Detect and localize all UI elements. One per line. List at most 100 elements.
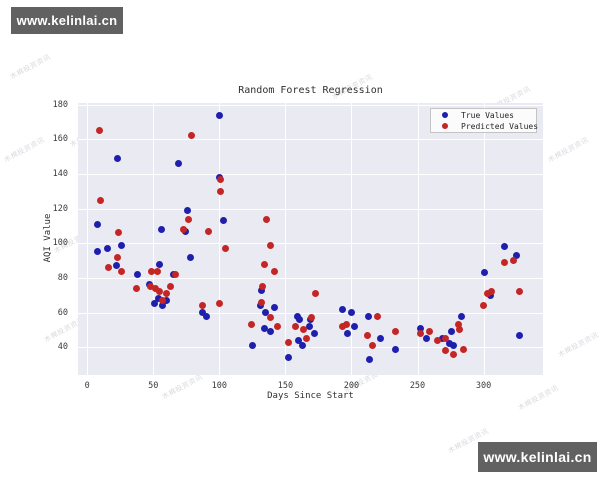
scatter-point-true-values	[103, 245, 111, 253]
scatter-point-true-values	[295, 336, 303, 344]
scatter-point-true-values	[343, 329, 351, 337]
scatter-point-predicted-values	[205, 227, 213, 235]
scatter-point-predicted-values	[148, 267, 156, 275]
scatter-point-predicted-values	[515, 288, 523, 296]
scatter-point-predicted-values	[342, 321, 350, 329]
scatter-point-true-values	[155, 295, 163, 303]
scatter-point-predicted-values	[391, 328, 399, 336]
scatter-point-predicted-values	[374, 312, 382, 320]
gridline-horizontal	[78, 104, 543, 106]
diagonal-watermark-text: 木棉投资资讯	[556, 330, 600, 360]
legend-marker-predicted-values	[442, 123, 448, 129]
scatter-point-true-values	[133, 271, 141, 279]
scatter-point-true-values	[310, 329, 318, 337]
scatter-point-predicted-values	[369, 342, 377, 350]
x-tick-label: 50	[148, 381, 159, 391]
legend-label-predicted-values: Predicted Values	[461, 121, 539, 131]
x-tick-label: 150	[277, 381, 294, 391]
scatter-point-predicted-values	[300, 326, 308, 334]
scatter-point-true-values	[391, 345, 399, 353]
scatter-point-predicted-values	[258, 298, 266, 306]
scatter-point-predicted-values	[338, 322, 346, 330]
gridline-horizontal	[78, 347, 543, 349]
y-tick-label: 60	[57, 307, 68, 318]
scatter-point-predicted-values	[484, 290, 492, 298]
scatter-point-predicted-values	[271, 267, 279, 275]
scatter-point-true-values	[159, 302, 167, 310]
scatter-point-true-values	[151, 300, 159, 308]
scatter-point-true-values	[118, 241, 126, 249]
scatter-point-predicted-values	[510, 257, 518, 265]
scatter-point-predicted-values	[259, 283, 267, 291]
scatter-point-true-values	[347, 309, 355, 317]
scatter-point-predicted-values	[163, 290, 170, 298]
legend-label-true-values: True Values	[461, 110, 514, 120]
scatter-point-predicted-values	[152, 284, 160, 292]
scatter-point-true-values	[299, 342, 307, 350]
scatter-point-predicted-values	[487, 288, 495, 296]
gridline-horizontal	[78, 208, 543, 210]
scatter-point-predicted-values	[303, 335, 311, 343]
scatter-point-true-values	[174, 160, 182, 168]
scatter-point-predicted-values	[166, 283, 174, 291]
scatter-point-predicted-values	[308, 314, 316, 322]
legend-entry-predicted-values: Predicted Values	[435, 121, 538, 131]
scatter-point-predicted-values	[260, 260, 268, 268]
scatter-point-predicted-values	[284, 338, 292, 346]
scatter-point-predicted-values	[147, 283, 155, 291]
gridline-horizontal	[78, 243, 543, 245]
x-axis-label: Days Since Start	[267, 391, 354, 401]
scatter-point-predicted-values	[198, 302, 206, 310]
scatter-point-predicted-values	[441, 347, 449, 355]
gridline-vertical	[417, 103, 419, 375]
site-watermark-badge-top-left: www.kelinlai.cn	[11, 7, 123, 34]
scatter-point-true-values	[296, 316, 304, 324]
scatter-point-true-values	[423, 335, 431, 343]
scatter-point-true-values	[416, 324, 424, 332]
scatter-point-predicted-values	[501, 258, 509, 266]
scatter-point-true-values	[262, 309, 270, 317]
scatter-point-predicted-values	[132, 284, 140, 292]
scatter-point-predicted-values	[263, 215, 271, 223]
scatter-point-predicted-values	[114, 253, 122, 261]
scatter-point-predicted-values	[480, 302, 488, 310]
scatter-point-true-values	[449, 342, 457, 350]
diagonal-watermark-text: 木棉投资资讯	[546, 135, 591, 165]
y-tick-label: 140	[52, 169, 68, 180]
y-tick-label: 120	[52, 203, 68, 214]
scatter-point-predicted-values	[456, 326, 464, 334]
scatter-point-true-values	[513, 251, 521, 259]
scatter-point-predicted-values	[156, 288, 164, 296]
scatter-point-true-values	[157, 225, 165, 233]
plot-area: True Values Predicted Values	[78, 103, 543, 375]
scatter-point-true-values	[215, 111, 223, 119]
y-tick-label: 180	[52, 99, 68, 110]
scatter-point-predicted-values	[96, 196, 104, 204]
scatter-point-true-values	[219, 217, 227, 225]
scatter-point-predicted-values	[222, 245, 230, 253]
scatter-point-predicted-values	[292, 322, 300, 330]
y-tick-label: 80	[57, 272, 68, 283]
scatter-point-predicted-values	[449, 350, 457, 358]
diagonal-watermark-text: 木棉投资资讯	[8, 52, 53, 82]
scatter-point-predicted-values	[215, 300, 223, 308]
gridline-horizontal	[78, 174, 543, 176]
scatter-point-predicted-values	[185, 215, 193, 223]
scatter-point-true-values	[267, 328, 275, 336]
scatter-point-predicted-values	[267, 241, 275, 249]
scatter-point-true-values	[163, 297, 170, 304]
legend-marker-true-values	[442, 112, 448, 118]
gridline-vertical	[285, 103, 287, 375]
site-watermark-badge-bottom-right: www.kelinlai.cn	[478, 442, 597, 472]
y-tick-label: 160	[52, 134, 68, 145]
scatter-point-true-values	[156, 260, 164, 268]
scatter-point-true-values	[94, 248, 102, 256]
scatter-point-true-values	[305, 322, 313, 330]
scatter-point-true-values	[94, 220, 102, 228]
scatter-point-true-values	[457, 312, 465, 320]
scatter-point-true-values	[338, 305, 346, 313]
scatter-point-true-values	[365, 312, 373, 320]
scatter-point-predicted-values	[454, 321, 462, 329]
gridline-horizontal	[78, 312, 543, 314]
gridline-vertical	[153, 103, 155, 375]
